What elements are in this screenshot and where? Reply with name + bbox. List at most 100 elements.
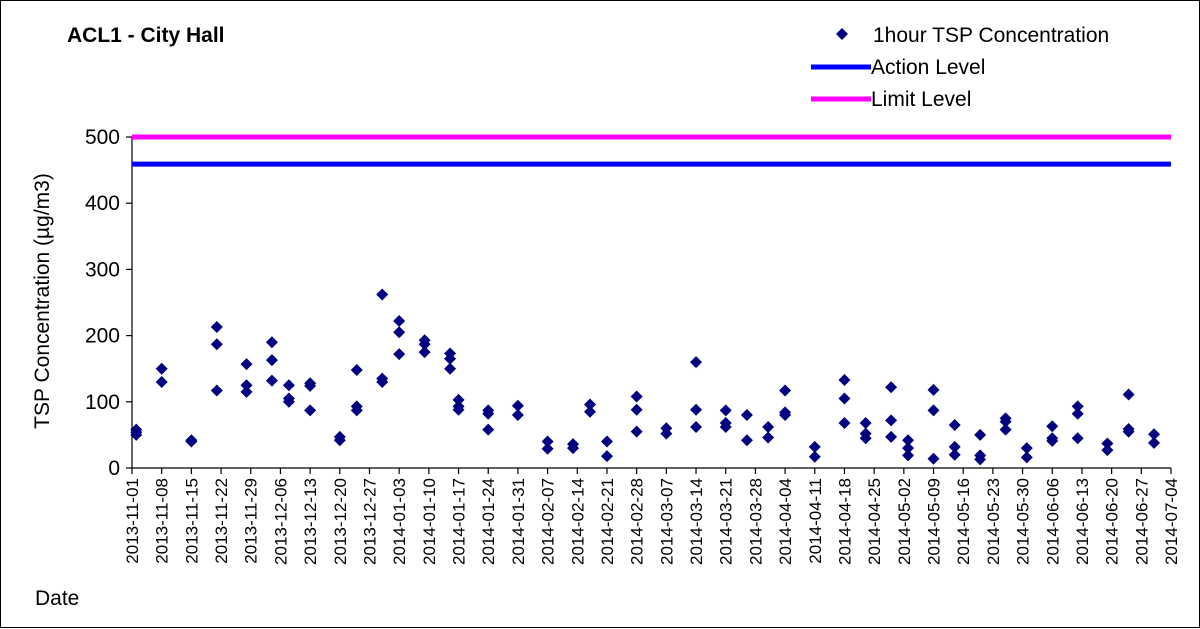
data-point: [130, 428, 143, 441]
data-point: [482, 423, 495, 436]
y-axis-title: TSP Concentration (µg/m3): [31, 173, 54, 429]
x-tick-label: 2014-01-03: [390, 478, 409, 565]
data-point: [376, 288, 389, 301]
data-point: [838, 416, 851, 429]
data-point: [740, 434, 753, 447]
data-point: [719, 404, 732, 417]
data-point: [779, 384, 792, 397]
x-tick-label: 2014-02-07: [539, 478, 558, 565]
x-tick-label: 2014-07-04: [1162, 478, 1181, 565]
data-point: [541, 442, 554, 455]
data-point: [418, 346, 431, 359]
data-point: [1071, 407, 1084, 420]
data-point: [393, 315, 406, 328]
legend-label-1hour-tsp-concentration: 1hour TSP Concentration: [873, 24, 1109, 47]
data-point: [265, 354, 278, 367]
legend-label-limit-level: Limit Level: [871, 88, 971, 111]
data-point: [999, 415, 1012, 428]
data-point: [902, 434, 915, 447]
data-point: [859, 416, 872, 429]
x-tick-label: 2013-11-08: [153, 478, 172, 564]
data-point: [974, 453, 987, 466]
data-point: [240, 379, 253, 392]
data-point: [1101, 437, 1114, 450]
legend-marker-1hour-tsp-concentration: [836, 28, 848, 40]
data-point: [265, 336, 278, 349]
y-tick-label: 0: [108, 457, 120, 480]
data-point: [1122, 388, 1135, 401]
y-tick-label: 200: [85, 325, 120, 348]
data-point: [902, 442, 915, 455]
y-tick-label: 100: [85, 391, 120, 414]
y-tick-label: 400: [85, 192, 120, 215]
data-point: [584, 405, 597, 418]
data-point: [927, 452, 940, 465]
data-point: [304, 379, 317, 392]
data-point: [740, 409, 753, 422]
data-point: [690, 420, 703, 433]
x-tick-label: 2014-05-16: [954, 478, 973, 565]
x-tick-label: 2014-06-20: [1103, 478, 1122, 565]
data-point: [210, 384, 223, 397]
x-tick-label: 2014-03-14: [687, 478, 706, 565]
data-point: [999, 423, 1012, 436]
data-point: [444, 362, 457, 375]
data-point: [1020, 442, 1033, 455]
data-point: [240, 358, 253, 371]
data-point: [838, 373, 851, 386]
x-tick-label: 2013-11-22: [212, 478, 231, 564]
data-point: [808, 440, 821, 453]
plot-layer: 0 100 200 300 400 500 2013-11-01 2013-11-08 2013…: [85, 126, 1181, 565]
data-point: [974, 428, 987, 441]
x-tick-label: 2013-11-01: [123, 478, 142, 564]
data-point: [418, 338, 431, 351]
data-point: [584, 398, 597, 411]
y-tick-label: 500: [85, 126, 120, 149]
data-point: [1101, 444, 1114, 457]
x-tick-label: 2014-06-27: [1132, 478, 1151, 565]
data-point: [838, 392, 851, 405]
data-point: [859, 432, 872, 445]
data-point: [660, 427, 673, 440]
x-tick-label: 2014-04-11: [806, 478, 825, 564]
x-tick-label: 2014-01-31: [509, 478, 528, 565]
data-point: [779, 409, 792, 422]
data-point: [1046, 420, 1059, 433]
data-point: [690, 356, 703, 369]
x-tick-label: 2013-11-15: [182, 478, 201, 564]
data-point: [630, 425, 643, 438]
x-tick-label: 2014-02-14: [568, 478, 587, 565]
data-point: [376, 375, 389, 388]
data-point: [1071, 432, 1084, 445]
chart-title: ACL1 - City Hall: [67, 24, 225, 47]
x-tick-label: 2014-05-02: [895, 478, 914, 565]
data-point: [393, 348, 406, 361]
data-point: [511, 399, 524, 412]
x-tick-label: 2014-01-24: [479, 478, 498, 565]
data-point: [210, 338, 223, 351]
data-point: [948, 440, 961, 453]
legend: 1hour TSP Concentration Action Level Limit…: [811, 24, 1109, 111]
data-point: [948, 448, 961, 461]
data-point: [1071, 400, 1084, 413]
data-point: [600, 450, 613, 463]
data-point: [304, 404, 317, 417]
data-point: [511, 409, 524, 422]
data-point: [808, 450, 821, 463]
x-tick-label: 2014-02-28: [628, 478, 647, 565]
x-tick-label: 2014-01-10: [420, 478, 439, 565]
x-tick-label: 2014-01-17: [450, 478, 469, 565]
x-tick-label: 2014-02-21: [598, 478, 617, 565]
x-tick-label: 2014-03-07: [657, 478, 676, 565]
data-point: [902, 449, 915, 462]
data-point: [155, 375, 168, 388]
data-point: [240, 385, 253, 398]
x-tick-label: 2013-11-29: [242, 478, 261, 564]
data-point: [393, 326, 406, 339]
data-point: [719, 420, 732, 433]
data-point: [1148, 428, 1161, 441]
data-point: [690, 403, 703, 416]
data-point: [630, 390, 643, 403]
x-tick-label: 2014-05-09: [925, 478, 944, 565]
